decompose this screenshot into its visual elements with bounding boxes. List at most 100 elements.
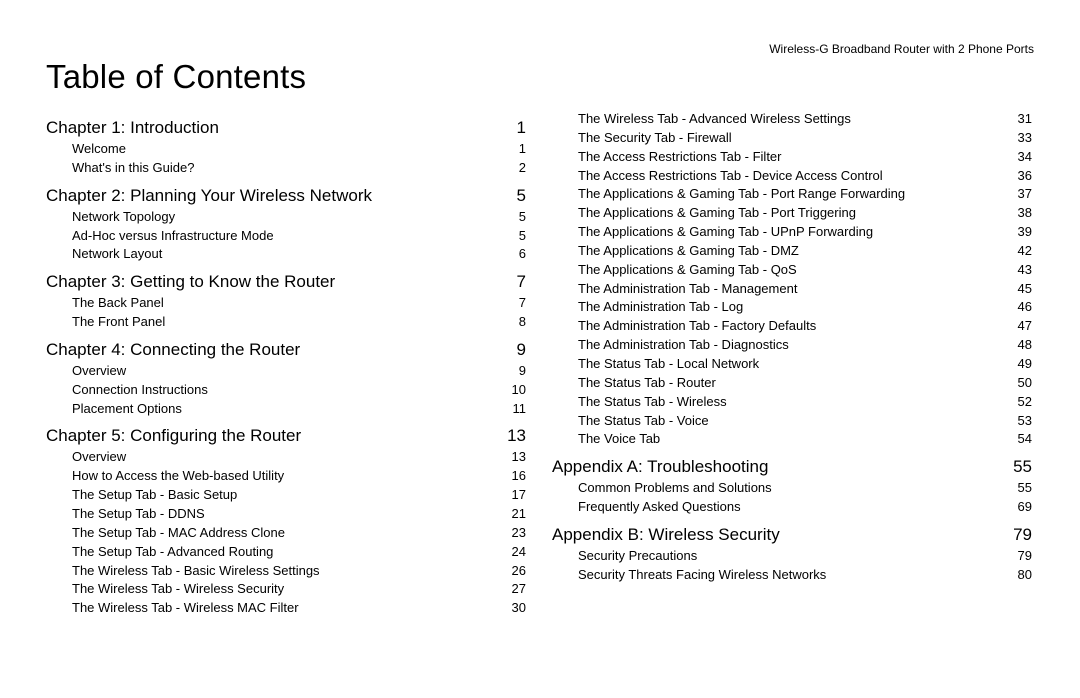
toc-page-number: 37 [1008, 185, 1032, 204]
toc-chapter-row: Chapter 2: Planning Your Wireless Networ… [46, 186, 526, 206]
toc-page-number: 36 [1008, 167, 1032, 186]
toc-chapter-row: Appendix A: Troubleshooting55 [552, 457, 1032, 477]
toc-sub-label: Overview [72, 362, 126, 381]
page-title: Table of Contents [46, 58, 1034, 96]
toc-sub-row: Common Problems and Solutions55 [552, 479, 1032, 498]
toc-sub-row: The Applications & Gaming Tab - Port Ran… [552, 185, 1032, 204]
toc-sub-row: The Setup Tab - MAC Address Clone 23 [46, 524, 526, 543]
toc-sub-label: The Status Tab - Local Network [578, 355, 759, 374]
toc-page-number: 5 [517, 186, 526, 206]
toc-chapter-label: Chapter 4: Connecting the Router [46, 340, 300, 360]
toc-page-number: 34 [1008, 148, 1032, 167]
page: Wireless-G Broadband Router with 2 Phone… [0, 0, 1080, 698]
toc-page-number: 6 [509, 245, 526, 264]
toc-sub-label: The Security Tab - Firewall [578, 129, 732, 148]
toc-page-number: 9 [517, 340, 526, 360]
toc-sub-label: The Applications & Gaming Tab - Port Ran… [578, 185, 905, 204]
toc-sub-label: Security Threats Facing Wireless Network… [578, 566, 826, 585]
toc-columns: Chapter 1: Introduction 1 Welcome1What's i… [46, 110, 1034, 618]
toc-page-number: 1 [517, 118, 526, 138]
toc-sub-row: How to Access the Web-based Utility16 [46, 467, 526, 486]
toc-page-number: 8 [509, 313, 526, 332]
toc-sub-label: The Wireless Tab - Wireless MAC Filter [72, 599, 299, 618]
toc-sub-label: The Status Tab - Router [578, 374, 716, 393]
toc-chapter-row: Appendix B: Wireless Security79 [552, 525, 1032, 545]
toc-sub-label: The Applications & Gaming Tab - DMZ [578, 242, 799, 261]
toc-page-number: 24 [502, 543, 526, 562]
toc-chapter-label: Chapter 5: Configuring the Router [46, 426, 301, 446]
toc-sub-row: The Status Tab - Wireless 52 [552, 393, 1032, 412]
toc-sub-label: Connection Instructions [72, 381, 208, 400]
toc-sub-label: The Status Tab - Wireless [578, 393, 727, 412]
toc-sub-label: The Administration Tab - Diagnostics [578, 336, 789, 355]
toc-chapter-label: Chapter 3: Getting to Know the Router [46, 272, 335, 292]
toc-chapter-label: Chapter 2: Planning Your Wireless Networ… [46, 186, 372, 206]
toc-page-number: 52 [1008, 393, 1032, 412]
toc-chapter-label: Appendix B: Wireless Security [552, 525, 780, 545]
toc-sub-label: Network Layout [72, 245, 162, 264]
toc-page-number: 46 [1008, 298, 1032, 317]
toc-page-number: 10 [502, 381, 526, 400]
toc-page-number: 31 [1008, 110, 1032, 129]
toc-sub-label: The Setup Tab - Basic Setup [72, 486, 237, 505]
toc-sub-row: The Status Tab - Router50 [552, 374, 1032, 393]
toc-page-number: 33 [1008, 129, 1032, 148]
toc-sub-row: The Access Restrictions Tab - Device Acc… [552, 167, 1032, 186]
toc-page-number: 7 [517, 272, 526, 292]
toc-sub-label: The Setup Tab - MAC Address Clone [72, 524, 285, 543]
toc-sub-row: The Applications & Gaming Tab - Port Tri… [552, 204, 1032, 223]
toc-sub-row: The Back Panel7 [46, 294, 526, 313]
toc-sub-label: The Wireless Tab - Wireless Security [72, 580, 284, 599]
toc-sub-row: Frequently Asked Questions69 [552, 498, 1032, 517]
toc-chapter-row: Chapter 4: Connecting the Router 9 [46, 340, 526, 360]
toc-page-number: 16 [502, 467, 526, 486]
toc-sub-row: The Access Restrictions Tab - Filter34 [552, 148, 1032, 167]
toc-chapter-label: Chapter 1: Introduction [46, 118, 219, 138]
toc-page-number: 27 [502, 580, 526, 599]
toc-page-number: 17 [502, 486, 526, 505]
toc-sub-label: The Voice Tab [578, 430, 660, 449]
toc-sub-label: The Applications & Gaming Tab - QoS [578, 261, 797, 280]
toc-sub-label: The Administration Tab - Management [578, 280, 797, 299]
toc-sub-label: The Setup Tab - Advanced Routing [72, 543, 273, 562]
toc-sub-row: Ad-Hoc versus Infrastructure Mode 5 [46, 227, 526, 246]
toc-sub-label: What's in this Guide? [72, 159, 194, 178]
toc-sub-row: The Setup Tab - Basic Setup 17 [46, 486, 526, 505]
toc-sub-row: The Setup Tab - Advanced Routing 24 [46, 543, 526, 562]
toc-sub-row: The Applications & Gaming Tab - UPnP For… [552, 223, 1032, 242]
toc-page-number: 43 [1008, 261, 1032, 280]
toc-sub-label: The Status Tab - Voice [578, 412, 709, 431]
toc-sub-label: The Back Panel [72, 294, 164, 313]
toc-page-number: 48 [1008, 336, 1032, 355]
toc-page-number: 21 [502, 505, 526, 524]
toc-sub-row: Connection Instructions 10 [46, 381, 526, 400]
toc-sub-label: Ad-Hoc versus Infrastructure Mode [72, 227, 274, 246]
toc-sub-row: What's in this Guide? 2 [46, 159, 526, 178]
toc-chapter-row: Chapter 3: Getting to Know the Router 7 [46, 272, 526, 292]
toc-sub-label: Frequently Asked Questions [578, 498, 741, 517]
toc-sub-row: Security Threats Facing Wireless Network… [552, 566, 1032, 585]
toc-page-number: 79 [1008, 547, 1032, 566]
toc-sub-row: The Setup Tab - DDNS21 [46, 505, 526, 524]
toc-sub-row: The Administration Tab - Log46 [552, 298, 1032, 317]
toc-chapter-row: Chapter 5: Configuring the Router13 [46, 426, 526, 446]
toc-page-number: 5 [509, 208, 526, 227]
toc-page-number: 55 [1008, 479, 1032, 498]
toc-sub-label: The Administration Tab - Factory Default… [578, 317, 816, 336]
toc-page-number: 80 [1008, 566, 1032, 585]
toc-page-number: 45 [1008, 280, 1032, 299]
toc-page-number: 5 [509, 227, 526, 246]
toc-page-number: 49 [1008, 355, 1032, 374]
toc-page-number: 2 [509, 159, 526, 178]
toc-sub-label: The Wireless Tab - Basic Wireless Settin… [72, 562, 320, 581]
toc-page-number: 23 [502, 524, 526, 543]
toc-page-number: 55 [1013, 457, 1032, 477]
toc-sub-row: Welcome1 [46, 140, 526, 159]
toc-page-number: 53 [1008, 412, 1032, 431]
toc-sub-row: Security Precautions79 [552, 547, 1032, 566]
toc-sub-row: Overview13 [46, 448, 526, 467]
toc-sub-label: Overview [72, 448, 126, 467]
toc-sub-row: Network Layout 6 [46, 245, 526, 264]
toc-sub-row: Overview9 [46, 362, 526, 381]
toc-sub-row: The Wireless Tab - Wireless Security 27 [46, 580, 526, 599]
